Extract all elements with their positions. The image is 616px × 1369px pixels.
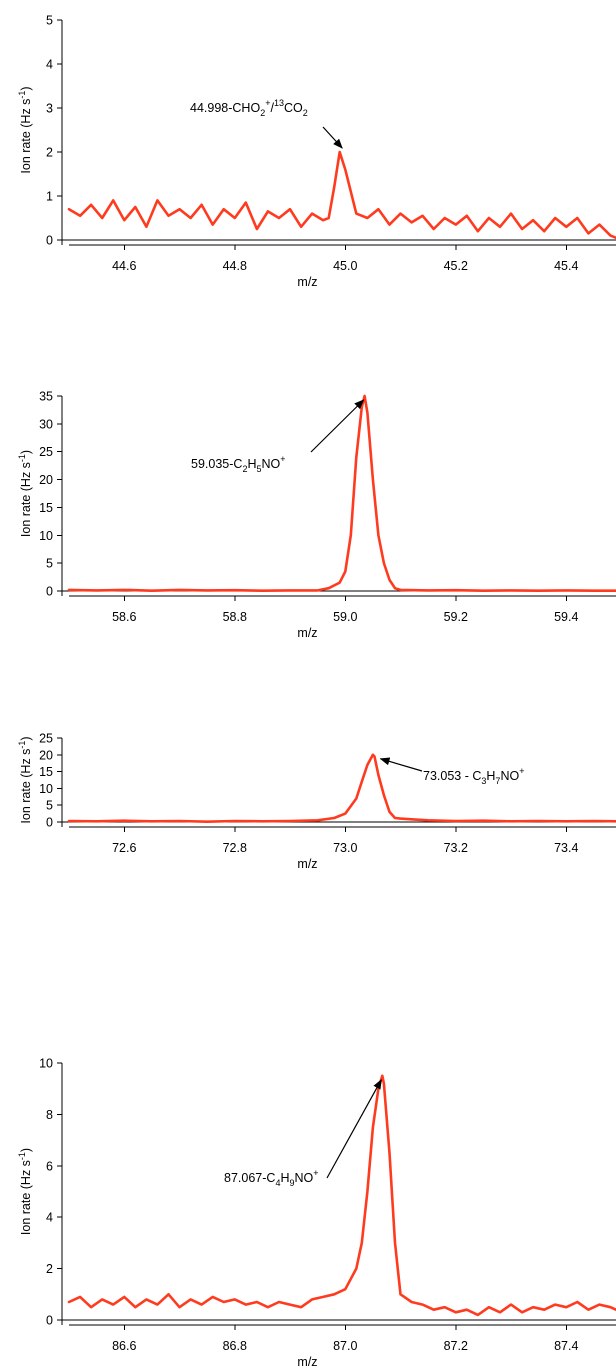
y-tick-label: 6 <box>46 1159 53 1173</box>
annotation-arrow <box>322 126 343 149</box>
x-axis-label: m/z <box>297 857 317 871</box>
peak-annotation: 73.053 - C3H7NO+ <box>423 766 524 786</box>
chart-1: 0 1 2 3 4 5 44.6 44.8 45.0 45.2 45.4 m/z Ion rate (H… <box>17 14 616 289</box>
chart-2: 0 5 10 15 20 25 30 35 58.6 58.8 59.0 59.2 59.4 m/z Ion… <box>17 390 616 640</box>
series-line-1 <box>67 394 616 593</box>
y-tick-label: 10 <box>39 1057 53 1071</box>
y-tick-label: 5 <box>46 14 53 28</box>
y-tick-label: 0 <box>46 1314 53 1328</box>
x-tick-label: 45.4 <box>554 259 578 273</box>
x-axis-label: m/z <box>297 626 317 640</box>
y-tick-label: 25 <box>39 732 53 746</box>
x-tick-label: 58.6 <box>112 610 136 624</box>
annotation-arrow <box>310 399 365 453</box>
x-tick-label: 72.6 <box>112 841 136 855</box>
x-tick-label: 73.4 <box>554 841 578 855</box>
y-tick-label: 10 <box>39 782 53 796</box>
y-tick-label: 1 <box>46 190 53 204</box>
y-tick-label: 20 <box>39 473 53 487</box>
x-tick-label: 44.8 <box>223 259 247 273</box>
x-tick-label: 86.8 <box>223 1339 247 1353</box>
y-tick-label: 4 <box>46 1211 53 1225</box>
y-axis-label: Ion rate (Hz s-1) <box>17 1148 33 1235</box>
y-axis-label: Ion rate (Hz s-1) <box>17 86 33 173</box>
x-axis-label: m/z <box>297 1355 317 1369</box>
y-tick-label: 15 <box>39 765 53 779</box>
x-tick-label: 72.8 <box>223 841 247 855</box>
x-tick-label: 73.2 <box>444 841 468 855</box>
y-tick-label: 4 <box>46 58 53 72</box>
y-tick-label: 20 <box>39 748 53 762</box>
peak-annotation: 59.035-C2H5NO+ <box>191 454 286 474</box>
x-tick-label: 58.8 <box>223 610 247 624</box>
chart-4: 0 2 4 6 8 10 86.6 86.8 87.0 87.2 87.4 m/z Ion rate (… <box>17 1057 616 1369</box>
x-tick-label: 59.4 <box>554 610 578 624</box>
y-axis-label: Ion rate (Hz s-1) <box>17 736 33 823</box>
x-tick-label: 87.4 <box>554 1339 578 1353</box>
x-tick-label: 87.2 <box>444 1339 468 1353</box>
y-tick-label: 5 <box>46 557 53 571</box>
y-tick-label: 15 <box>39 501 53 515</box>
y-tick-label: 2 <box>46 146 53 160</box>
y-tick-label: 3 <box>46 102 53 116</box>
series-line-1 <box>67 150 616 240</box>
x-tick-label: 45.2 <box>444 259 468 273</box>
annotation-arrow <box>326 1078 382 1179</box>
x-tick-label: 87.0 <box>333 1339 357 1353</box>
y-tick-label: 25 <box>39 445 53 459</box>
y-tick-label: 0 <box>46 234 53 248</box>
y-axis-label: Ion rate (Hz s-1) <box>17 450 33 537</box>
chart-3: 0 5 10 15 20 25 72.6 72.8 73.0 73.2 73.4 m/z Ion rat… <box>17 732 616 871</box>
series-line-1 <box>67 753 616 824</box>
y-tick-label: 10 <box>39 529 53 543</box>
series-line-1 <box>67 1074 616 1317</box>
y-tick-label: 0 <box>46 816 53 830</box>
x-tick-label: 86.6 <box>112 1339 136 1353</box>
y-tick-label: 8 <box>46 1108 53 1122</box>
peak-annotation: 87.067-C4H9NO+ <box>224 1168 319 1188</box>
x-tick-label: 73.0 <box>333 841 357 855</box>
x-tick-label: 59.2 <box>444 610 468 624</box>
y-tick-label: 0 <box>46 585 53 599</box>
x-tick-label: 45.0 <box>333 259 357 273</box>
x-axis-label: m/z <box>297 275 317 289</box>
annotation-arrow <box>379 757 423 772</box>
y-tick-label: 5 <box>46 799 53 813</box>
peak-annotation: 44.998-CHO2+/13CO2 <box>190 98 308 118</box>
y-tick-label: 35 <box>39 390 53 404</box>
x-tick-label: 59.0 <box>333 610 357 624</box>
y-tick-label: 2 <box>46 1262 53 1276</box>
y-tick-label: 30 <box>39 417 53 431</box>
x-tick-label: 44.6 <box>112 259 136 273</box>
